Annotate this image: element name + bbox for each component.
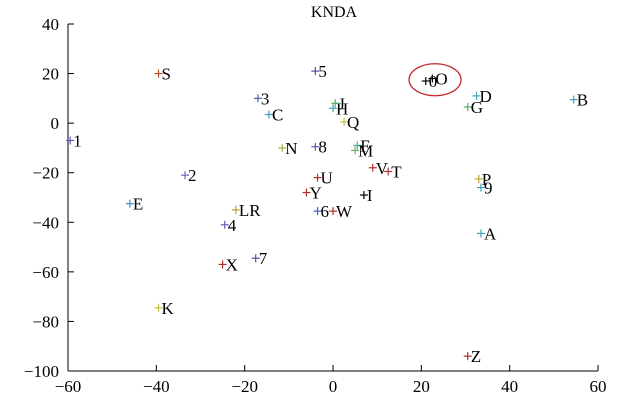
data-point: A bbox=[476, 224, 497, 243]
data-point: 8 bbox=[311, 138, 327, 157]
y-tick-label: −60 bbox=[32, 263, 59, 282]
point-label: F bbox=[360, 136, 369, 155]
y-tick-label: −100 bbox=[24, 362, 59, 381]
point-label: N bbox=[285, 139, 297, 158]
point-label: W bbox=[336, 202, 353, 221]
y-tick-label: −80 bbox=[32, 312, 59, 331]
y-tick-label: −20 bbox=[32, 164, 59, 183]
point-label: K bbox=[162, 299, 175, 318]
x-tick-label: −40 bbox=[143, 377, 170, 396]
data-point: E bbox=[125, 195, 143, 214]
point-label: Z bbox=[471, 347, 481, 366]
y-tick-label: −40 bbox=[32, 213, 59, 232]
data-point: 6 bbox=[313, 202, 330, 221]
point-label: C bbox=[272, 105, 283, 124]
data-point: I bbox=[359, 186, 373, 205]
point-label: Y bbox=[310, 184, 322, 203]
point-label: G bbox=[471, 98, 483, 117]
point-label: LR bbox=[239, 201, 261, 220]
data-point: 4 bbox=[220, 216, 237, 235]
point-label: 0 bbox=[429, 72, 438, 91]
point-label: T bbox=[391, 162, 402, 181]
x-tick-label: −60 bbox=[55, 377, 82, 396]
data-point: 0 bbox=[421, 72, 438, 91]
point-label: Q bbox=[347, 113, 359, 132]
data-point: O bbox=[428, 70, 448, 89]
data-point: S bbox=[154, 65, 171, 84]
point-label: U bbox=[321, 169, 333, 188]
point-label: 6 bbox=[321, 202, 330, 221]
data-point: N bbox=[278, 139, 297, 158]
point-label: O bbox=[435, 70, 447, 89]
data-point: 9 bbox=[476, 179, 493, 198]
point-label: 3 bbox=[261, 89, 270, 108]
point-label: V bbox=[376, 159, 389, 178]
point-label: P bbox=[482, 170, 491, 189]
point-label: 9 bbox=[484, 179, 493, 198]
data-point: J bbox=[331, 94, 345, 113]
point-label: J bbox=[338, 94, 345, 113]
y-tick-label: 40 bbox=[42, 15, 59, 34]
point-label: I bbox=[367, 186, 373, 205]
point-label: D bbox=[480, 87, 492, 106]
point-label: X bbox=[226, 255, 238, 274]
point-label: E bbox=[133, 195, 143, 214]
data-point: Z bbox=[463, 347, 481, 366]
x-tick-label: −20 bbox=[231, 377, 258, 396]
data-point: T bbox=[384, 162, 402, 181]
data-point: M bbox=[351, 141, 373, 160]
point-label: B bbox=[577, 91, 588, 110]
point-label: S bbox=[162, 65, 171, 84]
data-point: W bbox=[329, 202, 353, 221]
data-point: 2 bbox=[181, 166, 197, 185]
data-point: D bbox=[472, 87, 492, 106]
x-tick-label: 0 bbox=[329, 377, 338, 396]
data-point: Y bbox=[302, 184, 322, 203]
y-tick-label: 0 bbox=[51, 114, 60, 133]
x-tick-label: 40 bbox=[501, 377, 518, 396]
data-point: V bbox=[368, 159, 389, 178]
y-tick-label: 20 bbox=[42, 65, 59, 84]
point-label: 2 bbox=[188, 166, 197, 185]
highlight-ellipse bbox=[408, 63, 462, 97]
point-label: H bbox=[336, 99, 348, 118]
data-point: 1 bbox=[66, 131, 82, 150]
x-tick-label: 60 bbox=[590, 377, 607, 396]
annotations bbox=[408, 63, 462, 97]
x-tick-label: 20 bbox=[413, 377, 430, 396]
data-point: G bbox=[463, 98, 483, 117]
point-label: 7 bbox=[259, 249, 268, 268]
chart-title: KNDA bbox=[311, 4, 358, 21]
data-point: Q bbox=[340, 113, 359, 132]
data-point: B bbox=[569, 91, 588, 110]
data-point: H bbox=[329, 99, 348, 118]
data-point: K bbox=[154, 299, 175, 318]
point-label: M bbox=[358, 141, 373, 160]
data-point: C bbox=[264, 105, 283, 124]
data-point: X bbox=[218, 255, 238, 274]
point-label: 4 bbox=[228, 216, 237, 235]
point-label: 5 bbox=[318, 62, 327, 81]
data-point: P bbox=[474, 170, 491, 189]
data-point: 5 bbox=[311, 62, 327, 81]
point-label: A bbox=[484, 224, 497, 243]
data-point: U bbox=[313, 169, 333, 188]
point-label: 1 bbox=[73, 131, 82, 150]
data-point: 3 bbox=[253, 89, 270, 108]
data-point: F bbox=[353, 136, 370, 155]
data-point: LR bbox=[231, 201, 261, 220]
point-label: 8 bbox=[318, 138, 327, 157]
data-point: 7 bbox=[251, 249, 268, 268]
